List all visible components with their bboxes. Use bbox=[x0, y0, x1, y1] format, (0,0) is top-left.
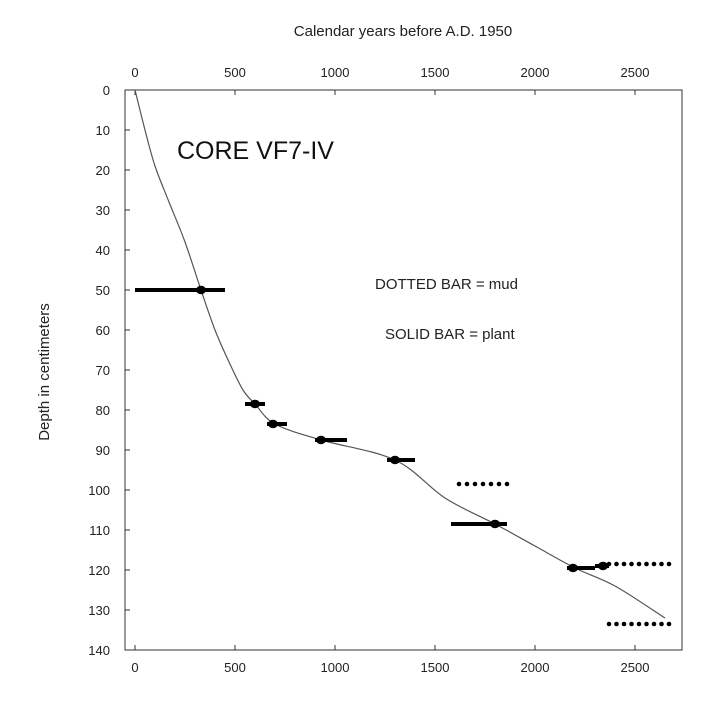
x-tick-label-top: 2000 bbox=[521, 65, 550, 80]
legend-dotted: DOTTED BAR = mud bbox=[375, 276, 518, 293]
dotted-range-dot bbox=[629, 621, 634, 627]
x-tick-label-top: 1500 bbox=[421, 65, 450, 80]
dotted-range-dot bbox=[651, 561, 657, 567]
age-depth-curve bbox=[134, 89, 666, 619]
dotted-range-dot bbox=[621, 621, 627, 627]
dotted-range-dot bbox=[480, 481, 486, 487]
legend-solid: SOLID BAR = plant bbox=[385, 326, 515, 343]
x-tick-label-top: 500 bbox=[224, 65, 246, 80]
x-tick-label-bottom: 0 bbox=[131, 660, 138, 675]
plant-date-marker bbox=[315, 435, 347, 445]
plant-date-marker bbox=[387, 455, 415, 465]
y-tick-label: 50 bbox=[96, 283, 110, 298]
date-point bbox=[196, 285, 206, 295]
y-tick-label: 10 bbox=[96, 123, 110, 138]
plant-date-marker bbox=[135, 285, 225, 295]
dotted-range-dot bbox=[614, 561, 619, 567]
x-tick-label-bottom: 2000 bbox=[521, 660, 550, 675]
plant-date-marker bbox=[595, 561, 609, 571]
y-tick-label: 130 bbox=[88, 603, 110, 618]
date-point bbox=[490, 519, 500, 529]
x-tick-label-bottom: 1500 bbox=[421, 660, 450, 675]
dotted-range-dot bbox=[621, 561, 627, 567]
dotted-range-dot bbox=[472, 481, 478, 487]
dotted-range-dot bbox=[659, 621, 664, 627]
date-point bbox=[316, 435, 326, 445]
y-tick-label: 20 bbox=[96, 163, 110, 178]
date-point bbox=[250, 399, 260, 409]
dotted-range-dot bbox=[659, 561, 664, 567]
y-tick-label: 70 bbox=[96, 363, 110, 378]
dotted-range-dot bbox=[464, 481, 470, 487]
y-tick-label: 40 bbox=[96, 243, 110, 258]
mud-date-marker bbox=[606, 561, 672, 567]
x-tick-label-bottom: 500 bbox=[224, 660, 246, 675]
dotted-range-dot bbox=[666, 621, 672, 627]
date-point bbox=[568, 563, 578, 573]
dotted-range-dot bbox=[636, 561, 642, 567]
dotted-range-dot bbox=[456, 481, 462, 487]
dotted-range-dot bbox=[606, 621, 612, 627]
x-tick-label-top: 2500 bbox=[621, 65, 650, 80]
plant-date-marker bbox=[267, 419, 287, 429]
plant-date-marker bbox=[567, 563, 595, 573]
x-axis-title: Calendar years before A.D. 1950 bbox=[294, 23, 512, 40]
y-tick-label: 80 bbox=[96, 403, 110, 418]
x-tick-label-bottom: 2500 bbox=[621, 660, 650, 675]
y-tick-label: 0 bbox=[103, 83, 110, 98]
dotted-range-dot bbox=[644, 621, 649, 627]
dotted-range-dot bbox=[629, 561, 634, 567]
y-tick-label: 110 bbox=[89, 523, 110, 538]
dotted-range-dot bbox=[636, 621, 642, 627]
date-markers bbox=[135, 285, 672, 627]
x-tick-label-bottom: 1000 bbox=[321, 660, 350, 675]
core-title: CORE VF7-IV bbox=[177, 137, 334, 165]
mud-date-marker bbox=[606, 621, 672, 627]
y-tick-label: 140 bbox=[88, 643, 110, 658]
dotted-range-dot bbox=[651, 621, 657, 627]
dotted-range-dot bbox=[614, 621, 619, 627]
y-tick-label: 120 bbox=[88, 563, 110, 578]
y-tick-label: 100 bbox=[88, 483, 110, 498]
axis-ticks: 0050050010001000150015002000200025002500… bbox=[88, 65, 649, 675]
y-tick-label: 90 bbox=[96, 443, 110, 458]
dotted-range-dot bbox=[666, 561, 672, 567]
y-tick-label: 60 bbox=[96, 323, 110, 338]
date-point bbox=[268, 419, 278, 429]
mud-date-marker bbox=[456, 481, 510, 487]
y-tick-label: 30 bbox=[96, 203, 110, 218]
dotted-range-dot bbox=[644, 561, 649, 567]
x-tick-label-top: 0 bbox=[131, 65, 138, 80]
dotted-range-dot bbox=[496, 481, 502, 487]
date-point bbox=[390, 455, 400, 465]
x-tick-label-top: 1000 bbox=[321, 65, 350, 80]
date-point bbox=[598, 561, 608, 571]
dotted-range-dot bbox=[504, 481, 510, 487]
plant-date-marker bbox=[245, 399, 265, 409]
dotted-range-dot bbox=[606, 561, 612, 567]
y-axis-title: Depth in centimeters bbox=[36, 303, 53, 441]
dotted-range-dot bbox=[488, 481, 494, 487]
plant-date-marker bbox=[451, 519, 507, 529]
